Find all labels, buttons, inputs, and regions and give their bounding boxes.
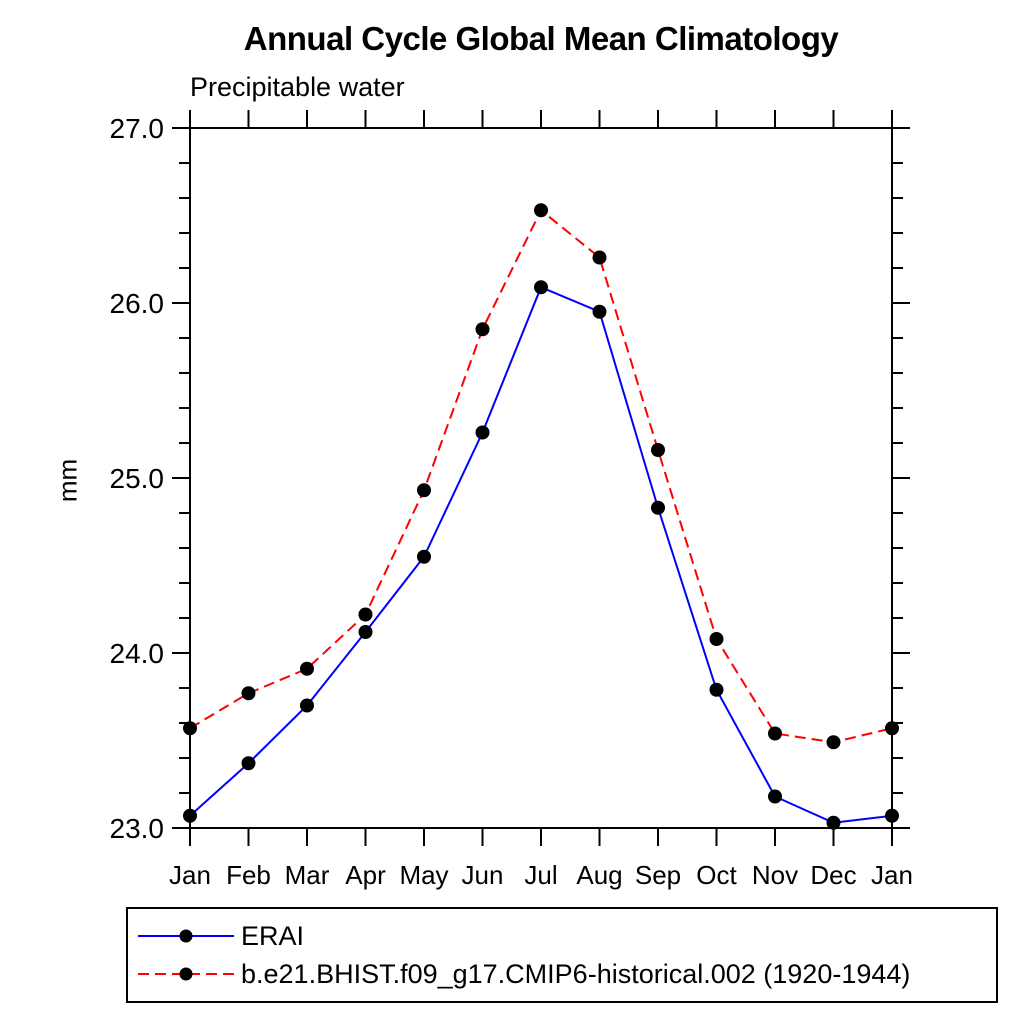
- data-point-marker: [475, 322, 490, 337]
- data-point-marker: [709, 632, 724, 646]
- data-point-marker: [592, 304, 607, 319]
- x-tick-label: Sep: [635, 860, 681, 890]
- data-point-marker: [592, 250, 607, 265]
- data-point-marker: [768, 726, 782, 741]
- y-tick-label: 26.0: [110, 288, 165, 319]
- data-point-marker: [300, 698, 314, 713]
- legend-label-erai: ERAI: [241, 920, 305, 951]
- axes-frame: [189, 127, 893, 829]
- x-tick-label: Jan: [871, 860, 913, 890]
- data-point-marker: [358, 625, 373, 639]
- x-tick-label: Jul: [524, 860, 557, 890]
- x-tick-label: Dec: [810, 860, 856, 890]
- y-tick-label: 25.0: [110, 463, 165, 494]
- data-point-marker: [885, 808, 899, 823]
- data-point-marker: [534, 203, 548, 218]
- data-point-marker: [768, 789, 782, 804]
- legend-label-model: b.e21.BHIST.f09_g17.CMIP6-historical.002…: [241, 958, 911, 989]
- chart-title: Annual Cycle Global Mean Climatology: [243, 20, 839, 57]
- data-point-marker: [709, 682, 724, 697]
- data-point-marker: [417, 549, 431, 564]
- x-tick-label: Oct: [696, 860, 737, 890]
- x-tick-label: Mar: [285, 860, 330, 890]
- data-point-marker: [651, 443, 665, 457]
- y-tick-label: 24.0: [110, 638, 165, 669]
- data-point-marker: [534, 280, 548, 295]
- data-point-marker: [417, 483, 431, 498]
- x-axis-ticks-and-labels: Jan Feb Mar Apr May Jun Jul Aug Sep Oct Nov Dec Jan: [169, 110, 913, 890]
- y-axis-ticks-and-labels: 23.0 24.0 25.0 26.0 27.0: [110, 113, 910, 844]
- legend-entry-erai: ERAI: [136, 921, 996, 951]
- series-markers-1: [183, 203, 899, 750]
- x-tick-label: Aug: [576, 860, 622, 890]
- x-tick-label: Apr: [345, 860, 386, 890]
- x-tick-label: May: [399, 860, 448, 890]
- x-tick-label: Jun: [462, 860, 504, 890]
- legend-line-sample-erai: [138, 929, 234, 943]
- data-point-marker: [300, 661, 314, 676]
- data-point-marker: [241, 686, 256, 701]
- legend-line-sample-model: [138, 967, 234, 981]
- x-tick-label: Jan: [169, 860, 211, 890]
- data-point-marker: [358, 607, 373, 622]
- x-tick-label: Nov: [752, 860, 798, 890]
- legend-entry-model: b.e21.BHIST.f09_g17.CMIP6-historical.002…: [136, 959, 996, 989]
- chart-subtitle: Precipitable water: [190, 72, 405, 102]
- data-point-marker: [651, 500, 665, 515]
- data-point-marker: [475, 425, 490, 440]
- legend: ERAI b.e21.BHIST.f09_g17.CMIP6-historica…: [126, 907, 998, 1003]
- data-point-marker: [241, 756, 256, 771]
- data-point-marker: [183, 721, 197, 736]
- x-tick-label: Feb: [226, 860, 271, 890]
- y-tick-label: 23.0: [110, 813, 165, 844]
- data-point-marker: [826, 815, 841, 830]
- series-line-0: [189, 285, 893, 824]
- data-point-marker: [885, 721, 899, 736]
- data-point-marker: [183, 808, 197, 823]
- y-tick-label: 27.0: [110, 113, 165, 144]
- series-markers-0: [183, 280, 899, 830]
- data-point-marker: [826, 735, 841, 750]
